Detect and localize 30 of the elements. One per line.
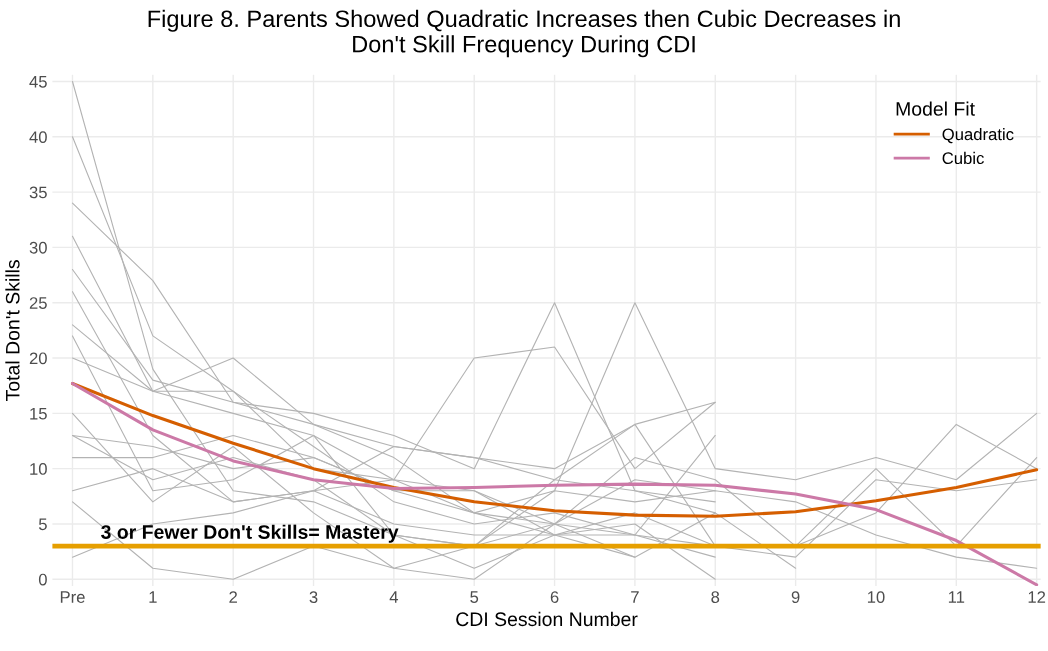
legend-title: Model Fit xyxy=(896,101,975,116)
x-tick-label: 8 xyxy=(711,591,720,603)
x-tick-label: 3 xyxy=(309,591,318,603)
legend-label: Quadratic xyxy=(942,127,1014,144)
y-tick-label: 40 xyxy=(29,131,47,144)
x-tick-label: 1 xyxy=(149,591,157,603)
x-tick-label: 7 xyxy=(631,591,639,603)
x-tick-label: 12 xyxy=(1028,591,1046,603)
ref-line-label: 3 or Fewer Don't Skills= Mastery xyxy=(101,524,399,543)
y-tick-label: 0 xyxy=(38,573,47,586)
x-tick-label: 4 xyxy=(389,591,399,603)
y-tick-label: 5 xyxy=(38,518,47,531)
y-tick-label: 45 xyxy=(29,76,47,88)
y-tick-label: 35 xyxy=(29,186,47,199)
x-tick-label: 10 xyxy=(867,591,885,603)
y-tick-label: 30 xyxy=(29,241,47,254)
y-tick-label: 10 xyxy=(30,463,47,475)
y-tick-label: 25 xyxy=(29,297,47,309)
y-tick-label: 15 xyxy=(30,407,47,420)
chart-title: Figure 8. Parents Showed Quadratic Increases then Cubic Decreases in Don't Skill Frequency During CDI xyxy=(148,9,900,58)
x-tick-label: 11 xyxy=(948,591,965,603)
y-tick-label: 20 xyxy=(29,352,47,365)
x-tick-label: 5 xyxy=(470,591,479,603)
x-axis-title: CDI Session Number xyxy=(456,611,638,627)
x-tick-label: 2 xyxy=(229,591,237,603)
x-tick-label: 9 xyxy=(791,591,800,603)
y-axis-title: Total Don't Skills xyxy=(5,260,20,401)
x-tick-label: 6 xyxy=(550,591,559,603)
x-tick-label: Pre xyxy=(60,591,85,603)
legend-label: Cubic xyxy=(942,151,984,165)
